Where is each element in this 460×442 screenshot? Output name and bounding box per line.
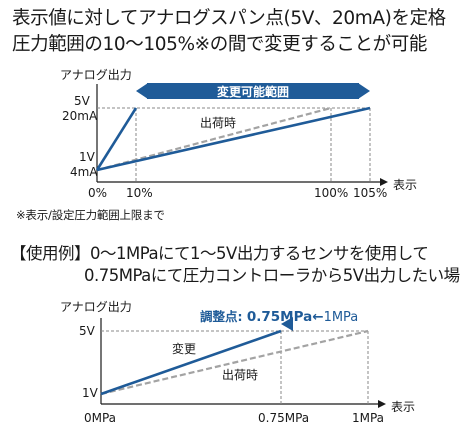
usage-tag: 【使用例】 — [10, 244, 91, 263]
chart1-range-label: 変更可能範囲 — [217, 84, 289, 99]
chart1-range-arrow-right — [358, 83, 370, 99]
usage-line-2: 0.75MPaにて圧力コントローラから5V出力したい場合 — [84, 266, 460, 285]
chart2-y-5v: 5V — [79, 324, 95, 338]
chart2-x-tick-1: 1MPa — [352, 411, 385, 425]
chart1-factory-line — [96, 106, 332, 172]
footnote: ※表示/設定圧力範囲上限まで — [16, 208, 165, 222]
chart1-x-tick-100: 100% — [314, 186, 349, 200]
chart2-x-tick-075: 0.75MPa — [258, 411, 310, 425]
chart1-factory-label: 出荷時 — [200, 116, 237, 130]
chart2-adjust-suffix: 1MPa — [323, 310, 359, 325]
chart2-y-1v: 1V — [82, 386, 98, 400]
usage-line-1: 【使用例】0〜1MPaにて1〜5V出力するセンサを使用して — [10, 244, 429, 264]
headline-line-1: 表示値に対してアナログスパン点(5V、20mA)を定格 — [12, 8, 446, 29]
chart2-factory-label: 出荷時 — [222, 368, 259, 382]
chart2-x-tick-0: 0MPa — [84, 411, 117, 425]
chart1-y-title: アナログ出力 — [60, 68, 132, 82]
chart2-adjust-value: 0.75MPa← — [246, 309, 324, 325]
chart1-x-tick-0: 0% — [88, 186, 108, 200]
chart1-range-arrow-left — [136, 83, 148, 99]
headline-line-2: 圧力範囲の10〜105%※の間で変更することが可能 — [12, 34, 427, 55]
chart1-line-105pct — [96, 106, 371, 172]
chart1-x-title: 表示 — [393, 178, 418, 192]
chart2-x-title: 表示 — [391, 400, 416, 414]
chart2-y-title: アナログ出力 — [60, 300, 132, 314]
chart1-y-4ma: 4mA — [70, 165, 98, 179]
chart1-y-5v: 5V — [74, 94, 90, 108]
chart1-x-tick-10: 10% — [126, 186, 153, 200]
chart1-y-20ma: 20mA — [62, 109, 98, 123]
chart1-y-1v: 1V — [79, 150, 95, 164]
chart1-x-axis-arrow — [380, 178, 388, 186]
chart1-x-tick-105: 105% — [353, 186, 388, 200]
chart2-changed-label: 変更 — [172, 342, 197, 356]
chart2-x-axis-arrow — [378, 400, 386, 408]
chart2-factory-line — [100, 329, 369, 396]
chart1-line-10pct — [95, 107, 138, 171]
chart2-adjust-prefix: 調整点: — [200, 309, 243, 324]
chart1-range-band — [147, 83, 359, 99]
chart2-changed-line — [100, 329, 282, 396]
chart2-adjust-arrow-head — [281, 317, 293, 331]
chart2-adjust-label: 調整点: 0.75MPa←1MPa — [200, 306, 358, 325]
usage-text-1: 0〜1MPaにて1〜5V出力するセンサを使用して — [90, 244, 429, 263]
